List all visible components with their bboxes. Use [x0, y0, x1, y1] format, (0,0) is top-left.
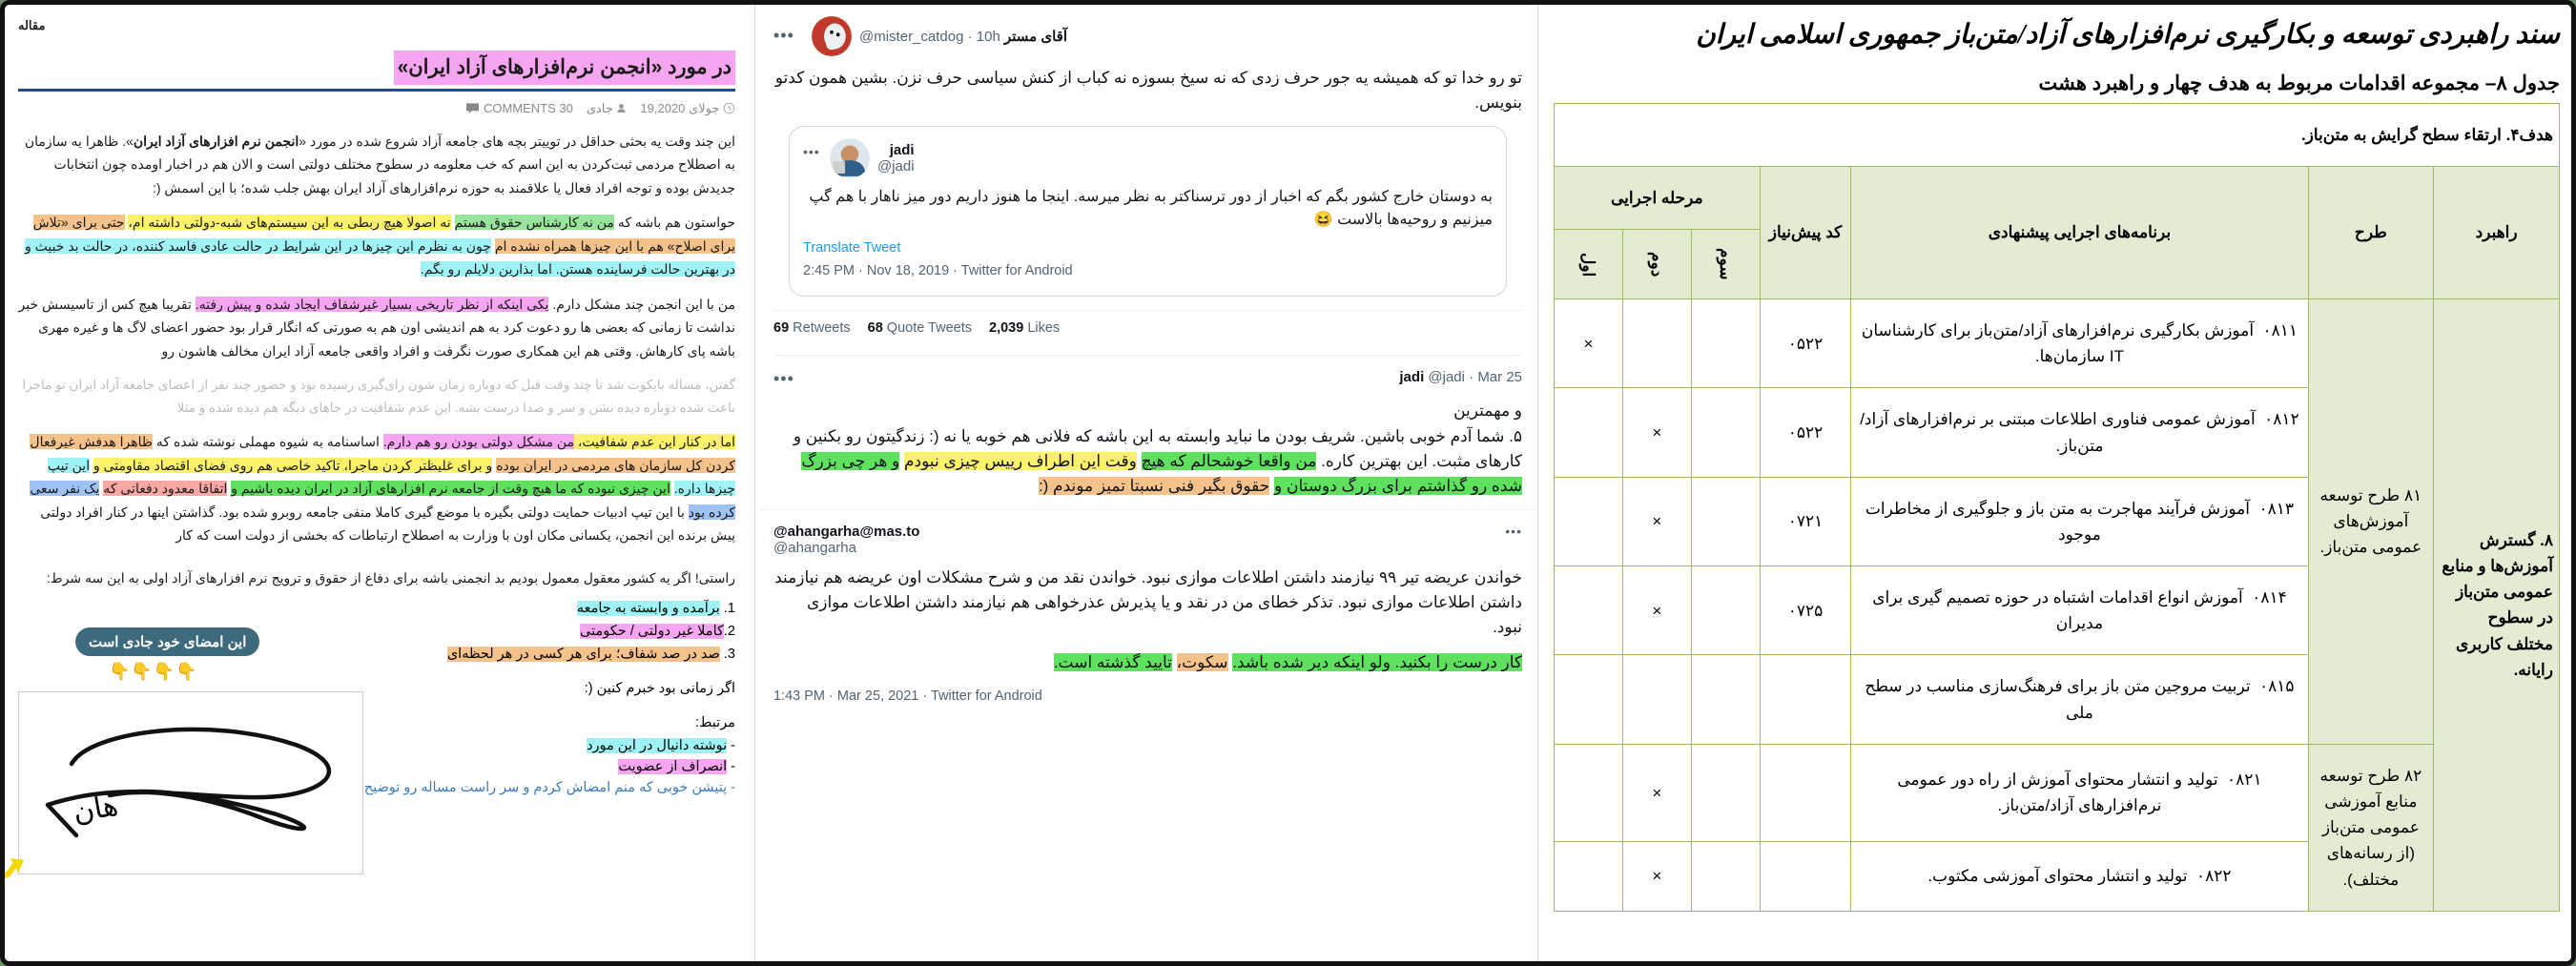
- svg-text:هان: هان: [71, 791, 120, 830]
